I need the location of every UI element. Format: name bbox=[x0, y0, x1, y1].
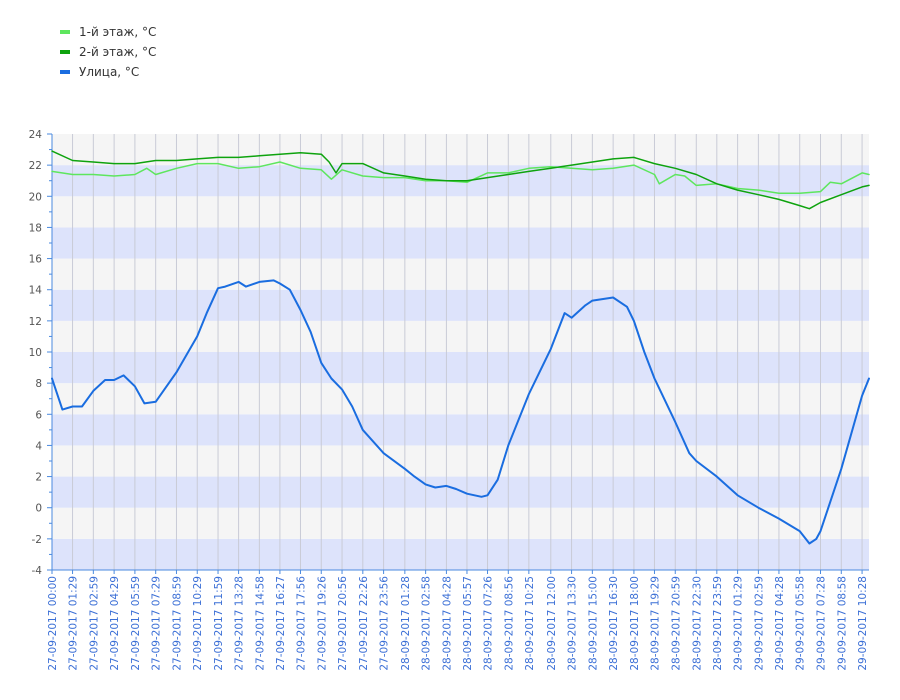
x-tick-label: 28-09-2017 07:26 bbox=[483, 576, 495, 671]
x-tick-label: 27-09-2017 20:56 bbox=[337, 576, 349, 671]
legend-swatch bbox=[60, 30, 70, 34]
legend-item: Улица, °C bbox=[60, 62, 156, 82]
legend-swatch bbox=[60, 70, 70, 74]
x-tick-label: 28-09-2017 16:30 bbox=[608, 576, 620, 671]
series-line bbox=[51, 279, 870, 545]
x-tick-label: 28-09-2017 20:59 bbox=[670, 576, 682, 671]
x-tick-label: 29-09-2017 07:28 bbox=[816, 576, 828, 671]
x-tick-label: 27-09-2017 04:29 bbox=[109, 576, 121, 671]
x-tick-label: 28-09-2017 01:28 bbox=[400, 576, 412, 671]
x-tick-label: 27-09-2017 17:56 bbox=[295, 576, 307, 671]
series-line bbox=[51, 161, 870, 194]
legend-label: Улица, °C bbox=[79, 65, 140, 79]
y-tick-label: 20 bbox=[29, 191, 42, 203]
y-tick-label: 12 bbox=[29, 316, 42, 328]
y-tick-label: 16 bbox=[29, 254, 43, 266]
x-tick-label: 28-09-2017 15:00 bbox=[587, 576, 599, 671]
y-tick-label: -4 bbox=[32, 565, 43, 577]
x-tick-label: 29-09-2017 01:29 bbox=[733, 576, 745, 671]
x-tick-label: 29-09-2017 05:58 bbox=[795, 576, 807, 671]
legend-label: 2-й этаж, °C bbox=[79, 45, 157, 59]
x-tick-label: 28-09-2017 12:00 bbox=[546, 576, 558, 671]
series-line bbox=[51, 150, 870, 210]
x-tick-label: 28-09-2017 13:30 bbox=[567, 576, 579, 671]
legend-item: 2-й этаж, °C bbox=[60, 42, 156, 62]
x-tick-label: 27-09-2017 10:29 bbox=[192, 576, 204, 671]
x-tick-label: 27-09-2017 07:29 bbox=[151, 576, 163, 671]
x-tick-label: 29-09-2017 02:59 bbox=[753, 576, 765, 671]
y-tick-label: -2 bbox=[32, 534, 42, 546]
grid-band bbox=[52, 289, 869, 321]
x-tick-label: 27-09-2017 11:59 bbox=[213, 576, 225, 671]
x-tick-label: 28-09-2017 23:59 bbox=[712, 576, 724, 671]
legend: 1-й этаж, °C 2-й этаж, °C Улица, °C bbox=[60, 22, 156, 82]
grid-band bbox=[52, 320, 869, 352]
y-tick-label: 24 bbox=[29, 129, 43, 141]
x-tick-label: 29-09-2017 10:28 bbox=[857, 576, 869, 671]
legend-label: 1-й этаж, °C bbox=[79, 25, 157, 39]
x-tick-label: 27-09-2017 01:29 bbox=[68, 576, 80, 671]
x-tick-label: 28-09-2017 05:57 bbox=[462, 576, 474, 671]
x-tick-label: 27-09-2017 08:59 bbox=[171, 576, 183, 671]
x-tick-label: 27-09-2017 05:59 bbox=[130, 576, 142, 671]
legend-item: 1-й этаж, °C bbox=[60, 22, 156, 42]
x-tick-label: 27-09-2017 23:56 bbox=[379, 576, 391, 671]
grid-band bbox=[52, 476, 869, 508]
x-tick-label: 28-09-2017 10:25 bbox=[524, 576, 536, 671]
x-tick-label: 28-09-2017 02:58 bbox=[421, 576, 433, 671]
x-tick-label: 27-09-2017 02:59 bbox=[88, 576, 100, 671]
x-tick-label: 27-09-2017 00:00 bbox=[47, 576, 59, 671]
x-tick-label: 27-09-2017 13:28 bbox=[234, 576, 246, 671]
x-tick-label: 28-09-2017 19:29 bbox=[649, 576, 661, 671]
y-tick-label: 2 bbox=[35, 472, 42, 484]
x-tick-label: 27-09-2017 14:58 bbox=[254, 576, 266, 671]
grid-band bbox=[52, 507, 869, 539]
x-tick-label: 28-09-2017 08:56 bbox=[503, 576, 515, 671]
grid-band bbox=[52, 258, 869, 290]
y-tick-label: 22 bbox=[29, 160, 42, 172]
x-tick-label: 28-09-2017 18:00 bbox=[629, 576, 641, 671]
grid-band bbox=[52, 414, 869, 446]
grid-band bbox=[52, 196, 869, 228]
grid-band bbox=[52, 383, 869, 415]
x-tick-label: 28-09-2017 22:30 bbox=[691, 576, 703, 671]
y-tick-label: 18 bbox=[29, 222, 42, 234]
y-tick-label: 6 bbox=[35, 409, 42, 421]
grid-band bbox=[52, 227, 869, 259]
x-tick-label: 29-09-2017 08:58 bbox=[836, 576, 848, 671]
y-tick-label: 4 bbox=[35, 440, 42, 452]
grid-band bbox=[52, 352, 869, 384]
grid-band bbox=[52, 445, 869, 477]
grid-band bbox=[52, 538, 869, 570]
y-tick-label: 10 bbox=[29, 347, 42, 359]
y-tick-label: 14 bbox=[29, 285, 43, 297]
x-tick-label: 27-09-2017 22:26 bbox=[358, 576, 370, 671]
y-tick-label: 8 bbox=[35, 378, 42, 390]
x-tick-label: 28-09-2017 04:28 bbox=[441, 576, 453, 671]
x-tick-label: 27-09-2017 16:27 bbox=[275, 576, 287, 671]
y-tick-label: 0 bbox=[35, 503, 42, 515]
x-tick-label: 27-09-2017 19:26 bbox=[316, 576, 328, 671]
x-tick-label: 29-09-2017 04:28 bbox=[774, 576, 786, 671]
legend-swatch bbox=[60, 50, 70, 54]
